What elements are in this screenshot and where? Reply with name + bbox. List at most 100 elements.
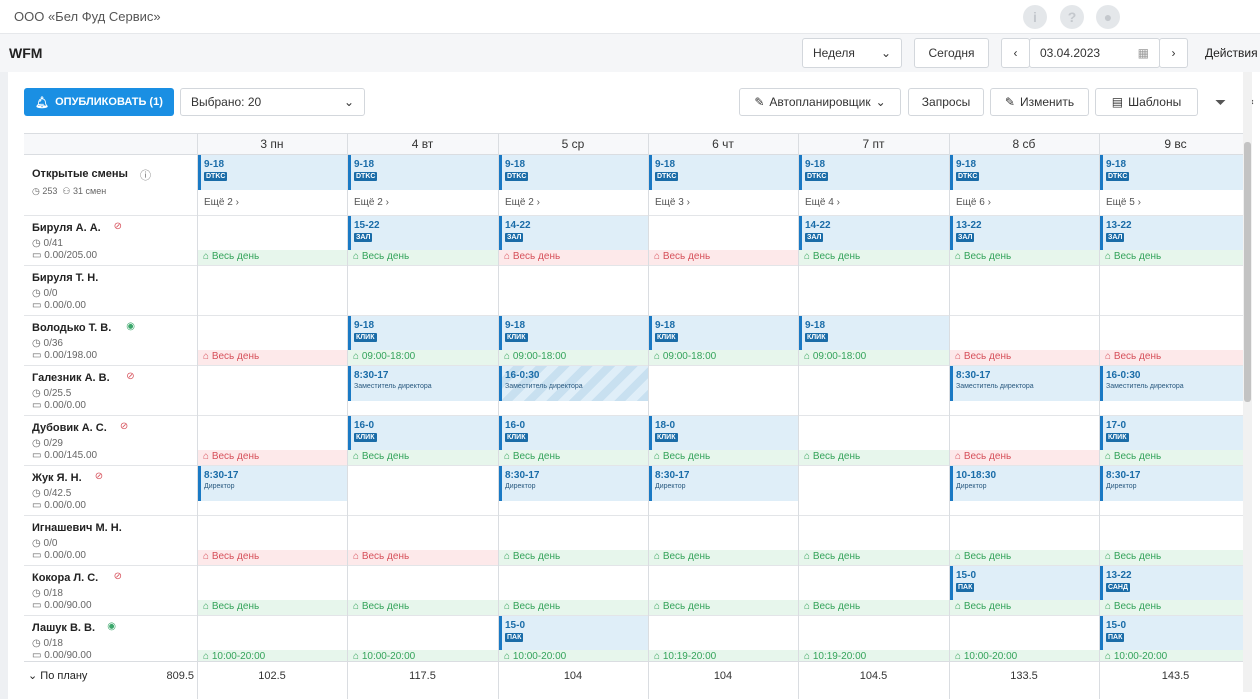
info-icon[interactable]: i [1023,5,1047,29]
availability-strip[interactable]: ⌂ Весь день [799,450,949,465]
availability-strip[interactable]: ⌂ Весь день [499,250,648,265]
shift-card[interactable]: 18-0 КЛИК [649,416,798,450]
view-select[interactable]: Неделя ⌄ [802,38,902,68]
day-header[interactable]: 5 ср [561,137,585,151]
employee-name[interactable]: Галезник А. В. [32,372,110,384]
shift-card[interactable]: 9-18 КЛИК [799,316,949,350]
open-shift-card[interactable]: 9-18 DTKC [348,155,498,190]
employee-name[interactable]: Кокора Л. С. [32,572,99,584]
templates-button[interactable]: ▤ Шаблоны [1095,88,1198,116]
availability-strip[interactable]: ⌂ Весь день [348,600,498,615]
more-shifts-link[interactable]: Ещё 6 › [956,197,991,208]
employee-name[interactable]: Лашук В. В. [32,622,96,634]
availability-strip[interactable]: ⌂ Весь день [950,550,1099,565]
today-button[interactable]: Сегодня [914,38,989,68]
eye-off-icon[interactable]: ⊘ [113,571,122,582]
shift-card[interactable]: 14-22 ЗАЛ [799,216,949,250]
shift-card[interactable]: 8:30-17 Директор [499,466,648,501]
publish-button[interactable]: 🔔︎ ОПУБЛИКОВАТЬ (1) [24,88,174,116]
availability-strip[interactable]: ⌂ Весь день [198,550,347,565]
day-header[interactable]: 8 сб [1012,137,1036,151]
shift-card[interactable]: 15-0 ПАК [499,616,648,650]
user-avatar-icon[interactable]: ● [1096,5,1120,29]
availability-strip[interactable]: ⌂ Весь день [1100,250,1252,265]
availability-strip[interactable]: ⌂ Весь день [348,550,498,565]
shift-card[interactable]: 8:30-17 Заместитель директора [950,366,1099,401]
more-shifts-link[interactable]: Ещё 2 › [204,197,239,208]
shift-card[interactable]: 8:30-17 Директор [649,466,798,501]
availability-strip[interactable]: ⌂ Весь день [799,250,949,265]
open-shift-card[interactable]: 9-18 DTKC [499,155,648,190]
availability-strip[interactable]: ⌂ Весь день [499,550,648,565]
vertical-scrollbar[interactable] [1243,72,1252,692]
availability-strip[interactable]: ⌂ Весь день [950,350,1099,365]
employee-name[interactable]: Жук Я. Н. [32,472,82,484]
day-header[interactable]: 7 пт [862,137,885,151]
employee-name[interactable]: Володько Т. В. [32,322,112,334]
shift-card[interactable]: 9-18 КЛИК [499,316,648,350]
open-shift-card[interactable]: 9-18 DTKC [1100,155,1252,190]
availability-strip[interactable]: ⌂ 09:00-18:00 [348,350,498,365]
shift-card[interactable]: 8:30-17 Директор [198,466,347,501]
shift-card[interactable]: 16-0 КЛИК [348,416,498,450]
eye-off-icon[interactable]: ⊘ [113,221,122,232]
availability-strip[interactable]: ⌂ Весь день [649,600,798,615]
availability-strip[interactable]: ⌂ Весь день [348,250,498,265]
shift-card[interactable]: 15-22 ЗАЛ [348,216,498,250]
help-icon[interactable]: ⓘ [140,170,151,182]
actions-menu[interactable]: Действия [1205,46,1258,60]
shift-card[interactable]: 8:30-17 Директор [1100,466,1252,501]
eye-off-icon[interactable]: ⊘ [119,421,129,432]
shift-card[interactable]: 9-18 КЛИК [649,316,798,350]
scrollbar-thumb[interactable] [1244,142,1251,402]
eye-off-icon[interactable]: ⊘ [126,371,135,382]
more-shifts-link[interactable]: Ещё 2 › [354,197,389,208]
shift-card[interactable]: 15-0 ПАК [950,566,1099,600]
open-shift-card[interactable]: 9-18 DTKC [950,155,1099,190]
availability-strip[interactable]: ⌂ Весь день [198,350,347,365]
day-header[interactable]: 3 пн [260,137,284,151]
employee-filter-select[interactable]: Выбрано: 20 ⌄ [180,88,365,116]
shift-card[interactable]: 8:30-17 Заместитель директора [348,366,498,401]
filter-icon[interactable]: ⏷ [1215,94,1227,110]
availability-strip[interactable]: ⌂ Весь день [1100,600,1252,615]
availability-strip[interactable]: ⌂ Весь день [1100,550,1252,565]
day-header[interactable]: 6 чт [712,137,734,151]
more-shifts-link[interactable]: Ещё 5 › [1106,197,1141,208]
open-shift-card[interactable]: 9-18 DTKC [649,155,798,190]
availability-strip[interactable]: ⌂ Весь день [950,600,1099,615]
prev-week-button[interactable]: ‹ [1001,38,1030,68]
shift-card[interactable]: 10-18:30 Директор [950,466,1099,501]
employee-name[interactable]: Бируля Т. Н. [32,272,99,284]
day-header[interactable]: 9 вс [1164,137,1187,151]
day-header[interactable]: 4 вт [411,137,434,151]
requests-button[interactable]: Запросы [908,88,984,116]
availability-strip[interactable]: ⌂ Весь день [649,250,798,265]
availability-strip[interactable]: ⌂ Весь день [198,250,347,265]
availability-strip[interactable]: ⌂ Весь день [799,550,949,565]
availability-strip[interactable]: ⌂ Весь день [799,600,949,615]
open-shift-card[interactable]: 9-18 DTKC [198,155,347,190]
employee-name[interactable]: Игнашевич М. Н. [32,522,122,534]
more-shifts-link[interactable]: Ещё 4 › [805,197,840,208]
change-button[interactable]: ✎ Изменить [990,88,1089,116]
date-picker[interactable]: 03.04.2023 ▦ [1029,38,1160,68]
eye-off-icon[interactable]: ⊘ [94,471,104,482]
shift-card[interactable]: 9-18 КЛИК [348,316,498,350]
availability-strip[interactable]: ⌂ Весь день [649,550,798,565]
shift-card[interactable]: 15-0 ПАК [1100,616,1252,650]
shift-card[interactable]: 13-22 ЗАЛ [1100,216,1252,250]
availability-strip[interactable]: ⌂ 09:00-18:00 [799,350,949,365]
availability-strip[interactable]: ⌂ Весь день [348,450,498,465]
availability-strip[interactable]: ⌂ 09:00-18:00 [649,350,798,365]
availability-strip[interactable]: ⌂ Весь день [1100,350,1252,365]
availability-strip[interactable]: ⌂ 09:00-18:00 [499,350,648,365]
availability-strip[interactable]: ⌂ Весь день [649,450,798,465]
shift-card[interactable]: 14-22 ЗАЛ [499,216,648,250]
availability-strip[interactable]: ⌂ Весь день [198,450,347,465]
availability-strip[interactable]: ⌂ Весь день [499,600,648,615]
shift-card[interactable]: 17-0 КЛИК [1100,416,1252,450]
more-shifts-link[interactable]: Ещё 2 › [505,197,540,208]
availability-strip[interactable]: ⌂ Весь день [499,450,648,465]
eye-icon[interactable]: ◉ [107,621,117,632]
